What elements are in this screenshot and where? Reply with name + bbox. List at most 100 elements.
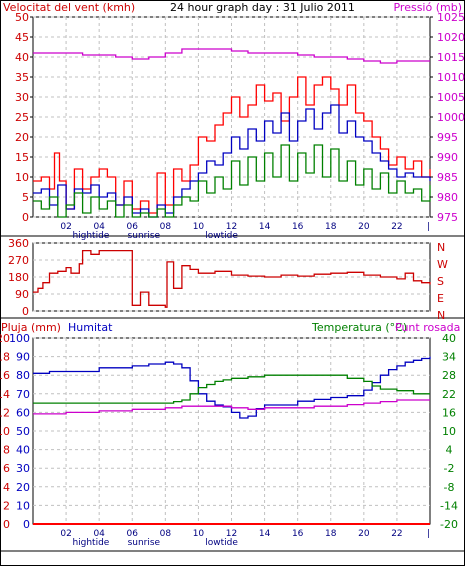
wind-x-tick: 14 — [259, 222, 271, 232]
wind-x-tick: 12 — [226, 222, 237, 232]
temp-y-tick: -20 — [440, 518, 458, 531]
pressure-y-tick: 1020 — [437, 31, 465, 44]
temp-y-tick: 22 — [442, 388, 456, 401]
rain-y-tick: 6 — [3, 462, 10, 475]
temp-y-tick: 4 — [446, 444, 453, 457]
wind-marker-sunrise: sunrise — [128, 231, 161, 241]
pressure-y-tick: 1000 — [437, 111, 465, 124]
series-pressure — [33, 48, 430, 64]
temp-y-tick: 34 — [442, 351, 456, 364]
wind-y-tick: 10 — [15, 171, 29, 184]
humidity-y-tick: 70 — [16, 388, 30, 401]
series-humidity — [33, 356, 431, 419]
temp-x-tick: 12 — [226, 529, 237, 539]
series-temperature — [33, 374, 430, 404]
direction-y-tick: 360 — [8, 237, 29, 250]
pressure-y-tick: 1015 — [437, 51, 465, 64]
compass-label: N — [437, 309, 445, 322]
temp-marker-hightide: hightide — [72, 538, 109, 548]
pressure-y-tick: 980 — [437, 191, 458, 204]
compass-label: W — [437, 258, 448, 271]
axes-layer: 0510152025303540455097598098599099510001… — [0, 11, 465, 548]
wind-x-tick: 16 — [292, 222, 304, 232]
temp-y-tick: 16 — [442, 406, 456, 419]
series-direction — [33, 249, 431, 308]
left-axis-title-rain: Pluja (mm) — [1, 321, 61, 334]
compass-label: N — [437, 241, 445, 254]
compass-label: S — [437, 275, 444, 288]
humidity-y-tick: 60 — [16, 406, 30, 419]
humidity-y-tick: 20 — [16, 481, 30, 494]
rain-y-tick: 0 — [3, 518, 10, 531]
temp-y-tick: -8 — [444, 481, 455, 494]
temp-x-tick: 14 — [259, 529, 271, 539]
temp-x-end: | — [427, 529, 430, 539]
wind-y-tick: 0 — [22, 211, 29, 224]
right-axis-title-pressure: Pressió (mb) — [393, 1, 462, 14]
wind-y-tick: 30 — [15, 91, 29, 104]
wind-x-end: | — [427, 222, 430, 232]
temp-y-tick: 40 — [442, 332, 456, 345]
wind-x-tick: 22 — [391, 222, 402, 232]
temp-x-tick: 02 — [60, 529, 71, 539]
humidity-y-tick: 100 — [9, 332, 30, 345]
temp-x-tick: 18 — [325, 529, 337, 539]
wind-marker-lowtide: lowtide — [205, 231, 238, 241]
humidity-y-tick: 50 — [16, 425, 30, 438]
temp-y-tick: 10 — [442, 425, 456, 438]
rain-y-tick: 12 — [0, 406, 10, 419]
wind-y-tick: 5 — [22, 191, 29, 204]
humidity-y-tick: 90 — [16, 351, 30, 364]
temp-x-tick: 20 — [358, 529, 370, 539]
temp-x-tick: 10 — [193, 529, 205, 539]
wind-x-tick: 18 — [325, 222, 337, 232]
series-min — [33, 144, 431, 218]
compass-label: E — [437, 292, 444, 305]
wind-x-tick: 10 — [193, 222, 205, 232]
wind-y-tick: 15 — [15, 151, 29, 164]
series-gust — [33, 76, 431, 214]
left-axis-title-humidity: Humitat — [68, 321, 113, 334]
humidity-y-tick: 10 — [16, 499, 30, 512]
humidity-y-tick: 0 — [23, 518, 30, 531]
series-dewpoint — [33, 399, 430, 415]
temp-marker-sunrise: sunrise — [128, 538, 161, 548]
rain-y-tick: 4 — [3, 481, 10, 494]
temp-x-tick: 06 — [127, 529, 139, 539]
direction-y-tick: 90 — [15, 288, 29, 301]
rain-y-tick: 16 — [0, 369, 10, 382]
wind-y-tick: 20 — [15, 131, 29, 144]
direction-y-tick: 270 — [8, 254, 29, 267]
direction-y-tick: 0 — [22, 305, 29, 318]
humidity-y-tick: 40 — [16, 444, 30, 457]
wind-y-tick: 50 — [15, 11, 29, 24]
pressure-y-tick: 995 — [437, 131, 458, 144]
wind-y-tick: 45 — [15, 31, 29, 44]
rain-y-tick: 18 — [0, 351, 10, 364]
pressure-y-tick: 990 — [437, 151, 458, 164]
humidity-y-tick: 80 — [16, 369, 30, 382]
rain-y-tick: 20 — [0, 332, 10, 345]
temp-y-tick: -14 — [440, 499, 458, 512]
wind-y-tick: 25 — [15, 111, 29, 124]
wind-x-tick: 02 — [60, 222, 71, 232]
wind-marker-hightide: hightide — [72, 231, 109, 241]
grid-layer — [33, 16, 430, 525]
right-axis-title-temperature: Temperatura (°C) — [311, 321, 407, 334]
temp-y-tick: -2 — [444, 462, 455, 475]
rain-y-tick: 10 — [0, 425, 10, 438]
humidity-y-tick: 30 — [16, 462, 30, 475]
temp-x-tick: 08 — [160, 529, 172, 539]
temp-marker-lowtide: lowtide — [205, 538, 238, 548]
wind-y-tick: 35 — [15, 71, 29, 84]
temp-x-tick: 16 — [292, 529, 304, 539]
left-axis-title-wind: Velocitat del vent (kmh) — [3, 1, 135, 14]
right-axis-title-dewpoint: Punt rosada — [395, 321, 460, 334]
wind-x-tick: 08 — [160, 222, 172, 232]
pressure-y-tick: 985 — [437, 171, 458, 184]
pressure-y-tick: 1005 — [437, 91, 465, 104]
series-layer — [33, 48, 431, 525]
chart-title: 24 hour graph day : 31 Julio 2011 — [170, 1, 355, 14]
